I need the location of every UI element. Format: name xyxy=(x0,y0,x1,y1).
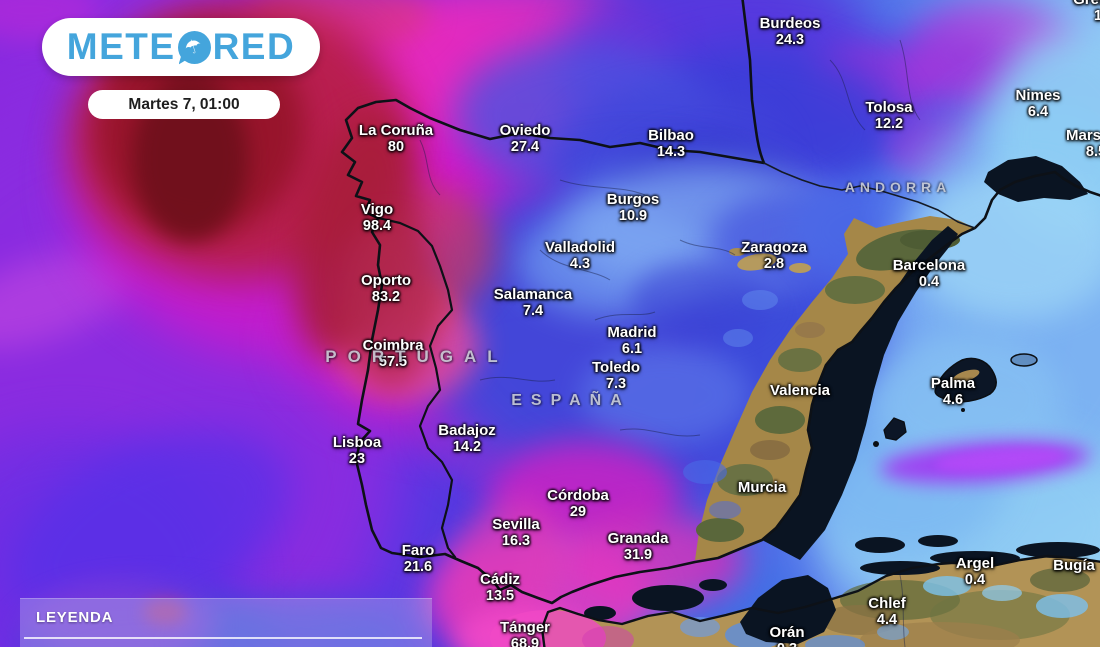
city-label-cadiz: Cádiz 13.5 xyxy=(479,571,521,605)
iberia-coastline xyxy=(340,0,1100,605)
rain-field-blob xyxy=(143,599,187,625)
speech-bubble-umbrella-icon: ☂ xyxy=(177,30,211,64)
region-label-espana: ESPAÑA xyxy=(511,392,631,409)
city-label-cordoba: Córdoba 29 xyxy=(547,487,609,521)
city-label-oporto: Oporto 83.2 xyxy=(361,272,411,306)
city-label-burgos: Burgos 10.9 xyxy=(606,191,660,225)
rain-field-blob xyxy=(342,220,438,390)
logo-wordmark: METE ☂ RED xyxy=(67,26,295,68)
city-label-sevilla: Sevilla 16.3 xyxy=(492,516,540,550)
city-label-madrid: Madrid 6.1 xyxy=(607,324,657,358)
city-label-oran: Orán0.3 xyxy=(769,624,805,647)
city-label-palma: Palma 4.6 xyxy=(930,375,976,409)
umbrella-glyph: ☂ xyxy=(181,33,207,60)
city-label-bugia: Bugía xyxy=(1053,557,1095,574)
city-label-nimes: Nimes 6.4 xyxy=(1015,87,1061,121)
balearic-islands xyxy=(873,353,1038,447)
menorca-island xyxy=(1010,353,1038,367)
timestamp-badge: Martes 7, 01:00 xyxy=(88,90,280,119)
region-label-portugal: PORTUGAL xyxy=(325,347,509,366)
province-borders xyxy=(419,39,921,647)
city-label-murcia: Murcia xyxy=(737,479,787,496)
city-label-bilbao: Bilbao 14.3 xyxy=(648,127,694,161)
portugal-spain-border xyxy=(376,216,457,559)
meteored-logo[interactable]: METE ☂ RED xyxy=(42,18,320,76)
africa-coastline xyxy=(540,554,1100,647)
legend-divider xyxy=(24,637,422,639)
region-label-andorra: ANDORRA xyxy=(844,179,952,195)
coastlines xyxy=(340,0,1100,647)
city-label-la-coruna: La Coruña 80 xyxy=(358,122,434,156)
city-label-coimbra: Coimbra 57.5 xyxy=(362,337,424,371)
city-label-valladolid: Valladolid 4.3 xyxy=(544,239,616,273)
city-label-lisboa: Lisboa 23 xyxy=(332,434,382,468)
city-label-badajoz: Badajoz 14.2 xyxy=(438,422,496,456)
rain-field-blob xyxy=(580,345,750,445)
dark-sea xyxy=(584,156,1100,644)
city-label-tanger: Tánger 68.9 xyxy=(499,619,551,647)
city-label-salamanca: Salamanca 7.4 xyxy=(493,286,573,320)
legend-title: LEYENDA xyxy=(36,609,114,626)
logo-text-right: RED xyxy=(212,26,296,67)
city-label-toledo: Toledo 7.3 xyxy=(591,359,641,393)
city-label-granada: Granada 31.9 xyxy=(607,530,669,564)
city-label-faro: Faro 21.6 xyxy=(401,542,435,576)
city-label-vigo: Vigo 98.4 xyxy=(360,201,394,235)
pyrenees-border xyxy=(763,162,976,229)
ibiza-island xyxy=(883,417,907,441)
legend-bar[interactable]: LEYENDA xyxy=(20,598,432,647)
city-label-zaragoza: Zaragoza 2.8 xyxy=(741,239,807,273)
city-label-chlef: Chlef 4.4 xyxy=(868,595,906,629)
city-label-grenoble: Grenoble1 xyxy=(1073,0,1100,24)
city-label-barcelona: Barcelona 0.4 xyxy=(892,257,966,291)
city-label-burdeos: Burdeos 24.3 xyxy=(759,15,821,49)
city-label-tolosa: Tolosa 12.2 xyxy=(865,99,913,133)
terrain-ebro-patches xyxy=(729,248,811,273)
city-label-oviedo: Oviedo 27.4 xyxy=(499,122,551,156)
city-label-valencia: Valencia xyxy=(769,382,831,399)
timestamp-text: Martes 7, 01:00 xyxy=(128,95,240,113)
city-label-marsella: Marsella8.5 xyxy=(1065,127,1100,161)
logo-text-left: METE xyxy=(66,26,176,67)
terrain-north-africa xyxy=(490,556,1100,647)
city-label-argel: Argel 0.4 xyxy=(955,555,995,589)
